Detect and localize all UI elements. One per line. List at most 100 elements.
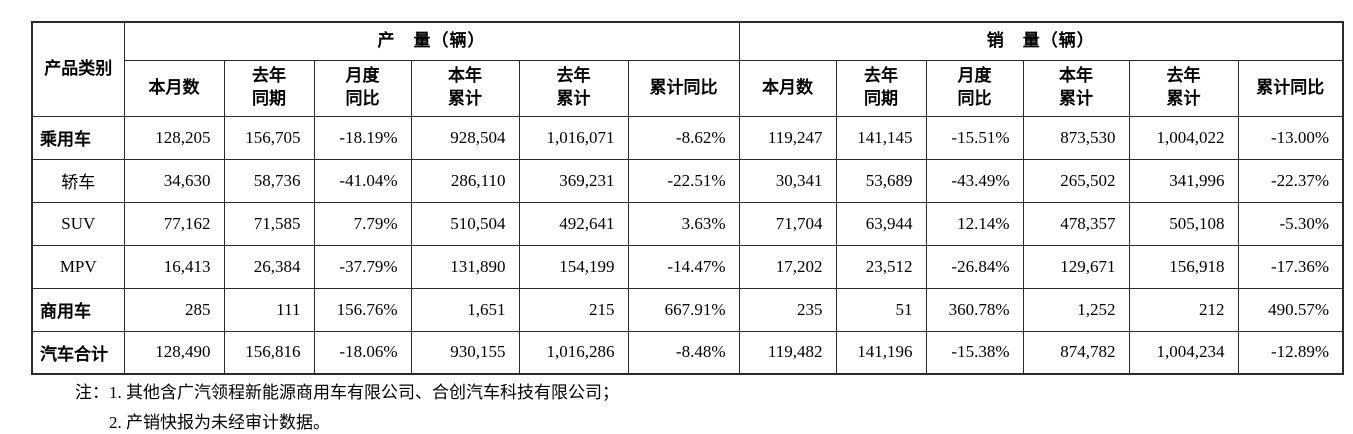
row-category: 轿车 [31,158,125,203]
table-cell: 141,196 [835,330,927,375]
footnote-label: 注： [75,383,109,402]
col-header-sales-cum-yoy: 累计同比 [1237,59,1344,117]
table-cell: 26,384 [223,244,315,289]
table-cell: 215 [518,287,629,332]
footnote-line-1: 1. 其他含广汽领程新能源商用车有限公司、合创汽车科技有限公司； [109,383,619,402]
table-cell: 478,357 [1022,201,1130,246]
table-cell: 63,944 [835,201,927,246]
production-group-header: 产 量（辆） [123,21,740,61]
row-category: SUV [31,201,125,246]
table-cell: 1,016,071 [518,115,629,160]
table-row-commercial-vehicles: 商用车 285 111 156.76% 1,651 215 667.91% 23… [31,287,1344,332]
table-cell: 360.78% [925,287,1024,332]
table-cell: 212 [1128,287,1239,332]
table-cell: 12.14% [925,201,1024,246]
table-cell: 131,890 [410,244,520,289]
table-cell: 53,689 [835,158,927,203]
table-cell: -8.48% [627,330,740,375]
table-cell: 51 [835,287,927,332]
table-row-mpv: MPV 16,413 26,384 -37.79% 131,890 154,19… [31,244,1344,289]
table-cell: 58,736 [223,158,315,203]
table-cell: -41.04% [313,158,412,203]
category-column-header: 产品类别 [31,21,125,117]
production-sales-table: 产品类别 产 量（辆） 销 量（辆） 本月数 去年 同期 月度 同比 本年 累计… [31,21,1345,375]
col-header-prod-mom-yoy: 月度 同比 [313,59,412,117]
row-category: 乘用车 [31,115,125,160]
table-cell: 7.79% [313,201,412,246]
table-cell: 492,641 [518,201,629,246]
col-header-sales-lastyear: 去年 同期 [835,59,927,117]
table-cell: 156,705 [223,115,315,160]
table-cell: 30,341 [738,158,837,203]
table-cell: -5.30% [1237,201,1344,246]
table-cell: -17.36% [1237,244,1344,289]
table-cell: -15.51% [925,115,1024,160]
table-cell: 1,651 [410,287,520,332]
col-header-sales-month: 本月数 [738,59,837,117]
table-row-passenger-cars: 乘用车 128,205 156,705 -18.19% 928,504 1,01… [31,115,1344,160]
table-cell: -8.62% [627,115,740,160]
row-category: 汽车合计 [31,330,125,375]
col-header-prod-cum-yoy: 累计同比 [627,59,740,117]
group-header-row: 产品类别 产 量（辆） 销 量（辆） [31,21,1344,117]
col-header-sales-ytd: 本年 累计 [1022,59,1130,117]
table-cell: 505,108 [1128,201,1239,246]
column-header-row: 本月数 去年 同期 月度 同比 本年 累计 去年 累计 累计同比 本月数 去年 … [32,59,1344,117]
table-cell: 111 [223,287,315,332]
table-row-total-vehicles: 汽车合计 128,490 156,816 -18.06% 930,155 1,0… [31,330,1344,375]
table-cell: 23,512 [835,244,927,289]
table-cell: 1,252 [1022,287,1130,332]
table-cell: 156,918 [1128,244,1239,289]
table-cell: -13.00% [1237,115,1344,160]
table-cell: -15.38% [925,330,1024,375]
table-row-suv: SUV 77,162 71,585 7.79% 510,504 492,641 … [31,201,1344,246]
table-cell: 667.91% [627,287,740,332]
table-cell: 16,413 [123,244,225,289]
table-cell: 1,004,022 [1128,115,1239,160]
table-cell: 490.57% [1237,287,1344,332]
col-header-prod-month: 本月数 [123,59,225,117]
table-cell: 119,247 [738,115,837,160]
col-header-sales-lastytd: 去年 累计 [1128,59,1239,117]
table-cell: 154,199 [518,244,629,289]
table-cell: -18.06% [313,330,412,375]
table-row-sedan: 轿车 34,630 58,736 -41.04% 286,110 369,231… [31,158,1344,203]
table-cell: 71,704 [738,201,837,246]
table-cell: 128,205 [123,115,225,160]
table-cell: 930,155 [410,330,520,375]
table-cell: 874,782 [1022,330,1130,375]
table-cell: 1,016,286 [518,330,629,375]
table-cell: 510,504 [410,201,520,246]
sales-group-header: 销 量（辆） [738,21,1344,61]
table-cell: 34,630 [123,158,225,203]
table-cell: 265,502 [1022,158,1130,203]
table-cell: 71,585 [223,201,315,246]
table-cell: 341,996 [1128,158,1239,203]
col-header-prod-ytd: 本年 累计 [410,59,520,117]
table-cell: 129,671 [1022,244,1130,289]
footnotes: 注： 1. 其他含广汽领程新能源商用车有限公司、合创汽车科技有限公司； 2. 产… [75,378,619,434]
table-cell: 369,231 [518,158,629,203]
table-cell: 286,110 [410,158,520,203]
table-cell: -26.84% [925,244,1024,289]
table-cell: 128,490 [123,330,225,375]
table-cell: 235 [738,287,837,332]
table-cell: 928,504 [410,115,520,160]
table-cell: 156.76% [313,287,412,332]
table-cell: 1,004,234 [1128,330,1239,375]
table-cell: -37.79% [313,244,412,289]
col-header-prod-lastyear: 去年 同期 [223,59,315,117]
table-cell: 77,162 [123,201,225,246]
table-cell: 156,816 [223,330,315,375]
col-header-prod-lastytd: 去年 累计 [518,59,629,117]
table-cell: -12.89% [1237,330,1344,375]
table-cell: -18.19% [313,115,412,160]
table-cell: 285 [123,287,225,332]
table-cell: 873,530 [1022,115,1130,160]
col-header-sales-mom-yoy: 月度 同比 [925,59,1024,117]
footnote-line-2: 2. 产销快报为未经审计数据。 [109,412,330,432]
table-cell: 119,482 [738,330,837,375]
row-category: MPV [31,244,125,289]
table-cell: -14.47% [627,244,740,289]
